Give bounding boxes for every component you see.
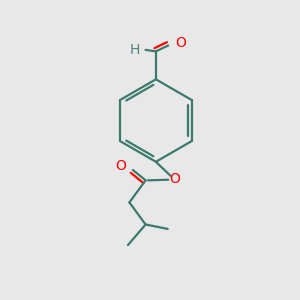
Text: H: H bbox=[129, 43, 140, 57]
Text: O: O bbox=[169, 172, 181, 186]
Text: O: O bbox=[115, 159, 126, 172]
Text: O: O bbox=[175, 35, 186, 50]
